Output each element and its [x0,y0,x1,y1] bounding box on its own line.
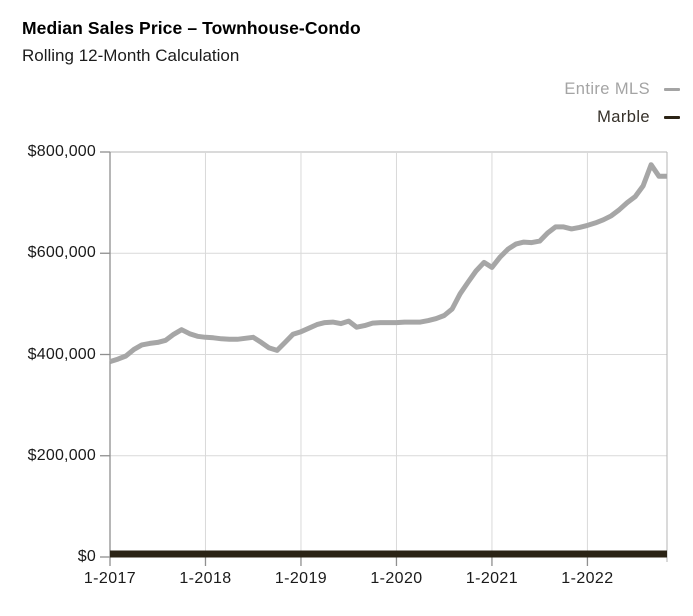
legend-label-marble: Marble [597,108,650,126]
x-axis-label: 1-2022 [561,570,614,587]
legend-dash-icon-entire-mls [664,88,680,91]
x-axis-label: 1-2019 [274,570,328,587]
y-axis-label: $400,000 [27,345,96,363]
x-axis-label: 1-2020 [370,570,423,587]
y-axis-label: $800,000 [27,143,96,160]
legend-item-entire-mls: Entire MLS [564,80,680,99]
legend-dash-icon-marble [664,116,680,119]
legend-label-entire-mls: Entire MLS [564,80,650,98]
x-axis-label: 1-2017 [83,570,137,587]
y-axis-label: $200,000 [27,446,96,464]
page-title: Median Sales Price – Townhouse-Condo [22,18,361,38]
x-axis-label: 1-2021 [465,570,519,587]
legend-item-marble: Marble [597,108,680,127]
y-axis-label: $600,000 [27,244,96,262]
x-axis-label: 1-2018 [179,570,232,587]
y-axis-label: $0 [77,548,96,565]
page-subtitle: Rolling 12-Month Calculation [22,46,240,65]
legend: Entire MLS Marble [564,80,680,127]
